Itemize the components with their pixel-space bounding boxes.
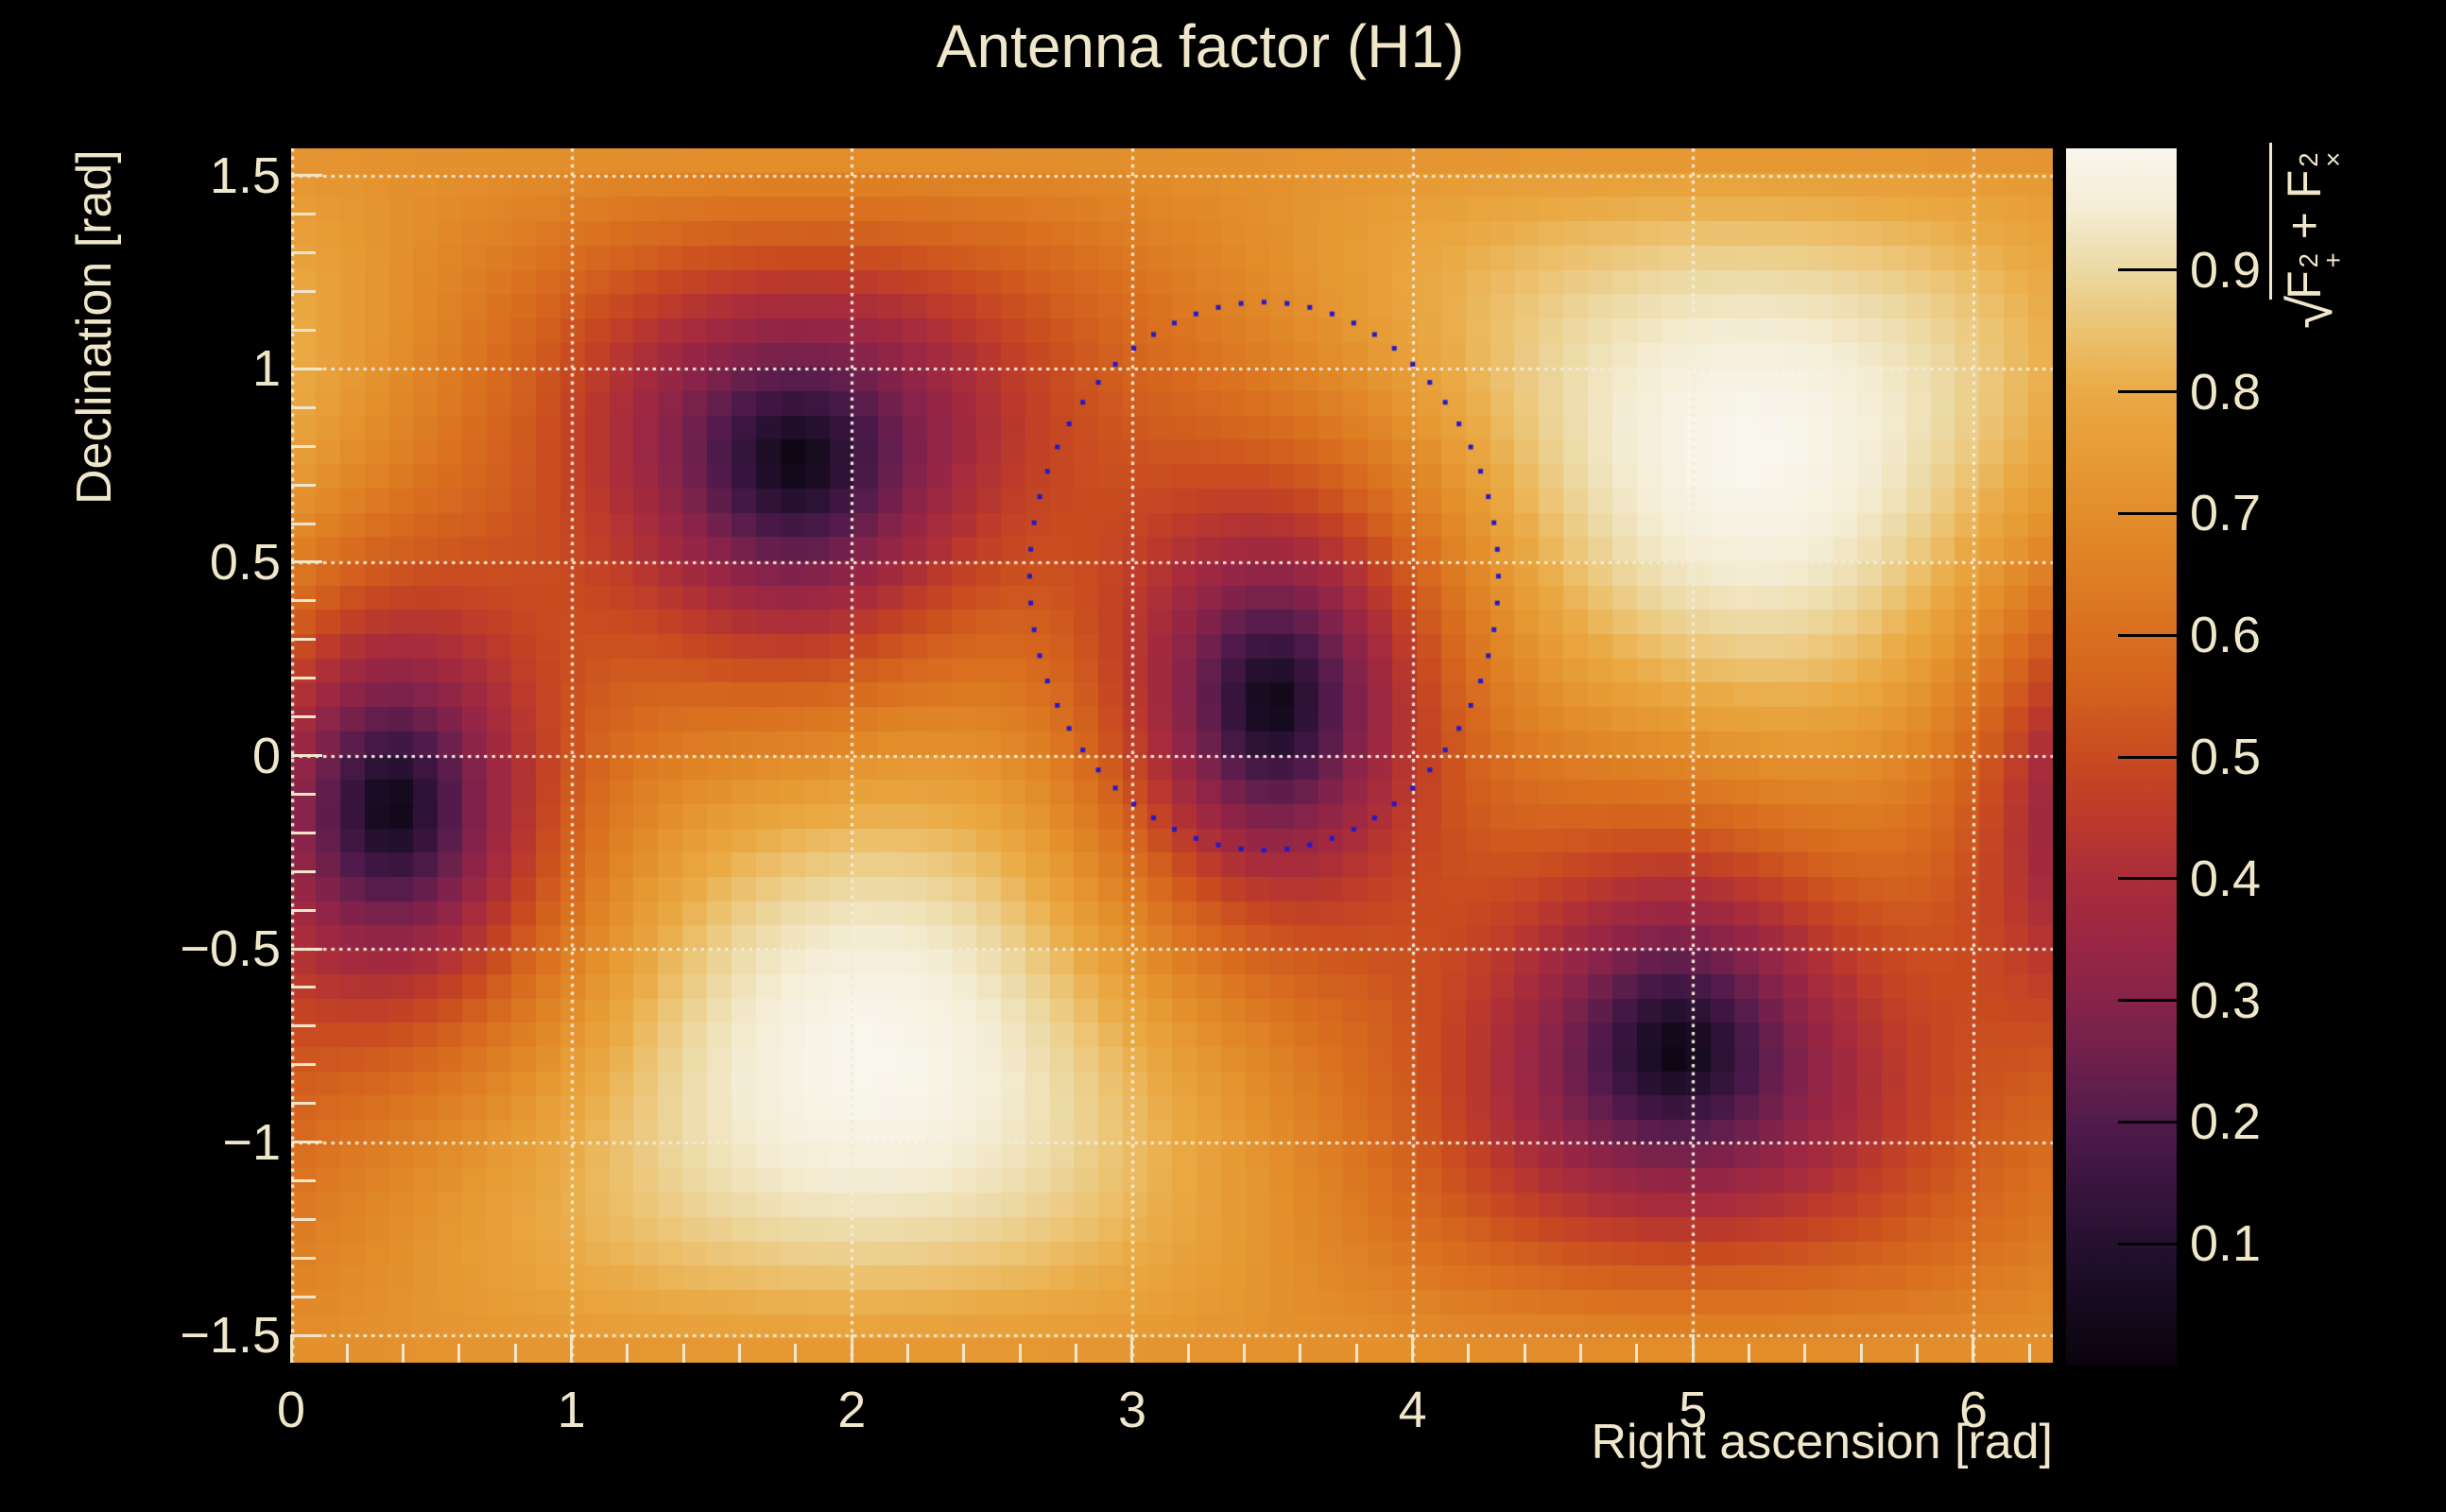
plot-title: Antenna factor (H1) [936,12,1465,80]
f-cross-term: F [2278,169,2332,199]
colorbar-tick-label: 0.8 [2190,363,2262,421]
x-tick-label: 2 [837,1382,867,1438]
colorbar-tick-label: 0.2 [2190,1093,2262,1151]
colorbar-tick-label: 0.6 [2190,607,2262,664]
y-tick-label: 0.5 [209,533,281,591]
colorbar-tick-label: 0.7 [2190,485,2262,542]
x-tick-label: 3 [1117,1382,1146,1438]
f-plus-sub: + [2317,252,2348,268]
f-plus-term: F [2278,270,2332,300]
f-plus-sup: 2 [2293,253,2323,268]
colorbar-gradient [2066,148,2177,1366]
y-tick-label: −0.5 [180,920,281,977]
y-tick-label: −1.5 [180,1307,281,1365]
x-tick-label: 1 [557,1382,586,1438]
y-axis-title: Declination [rad] [67,149,122,505]
colorbar-title-expression: F 2 + + F 2 × [2269,142,2348,300]
f-cross-sup: 2 [2293,152,2323,167]
colorbar-tick-label: 0.9 [2190,241,2262,299]
y-tick-label: −1 [222,1113,281,1171]
colorbar-tick-label: 0.5 [2190,729,2262,785]
y-tick-label: 0 [251,727,281,784]
colorbar-tick-label: 0.1 [2190,1215,2262,1273]
plus-operator: + [2278,198,2332,253]
x-tick-label: 0 [276,1382,306,1438]
f-cross-scripts: 2 × [2293,151,2348,167]
f-cross-sub: × [2317,151,2348,167]
radical-sign: √ [2277,299,2345,329]
colorbar-title: √F 2 + + F 2 × [2269,142,2348,329]
f-plus-scripts: 2 + [2293,252,2348,268]
x-axis-title: Right ascension [rad] [1591,1415,2054,1469]
heatmap-canvas [291,148,2053,1363]
colorbar-tick-label: 0.3 [2190,971,2262,1029]
colorbar-tick-label: 0.4 [2190,850,2262,907]
x-tick-label: 4 [1398,1382,1427,1438]
